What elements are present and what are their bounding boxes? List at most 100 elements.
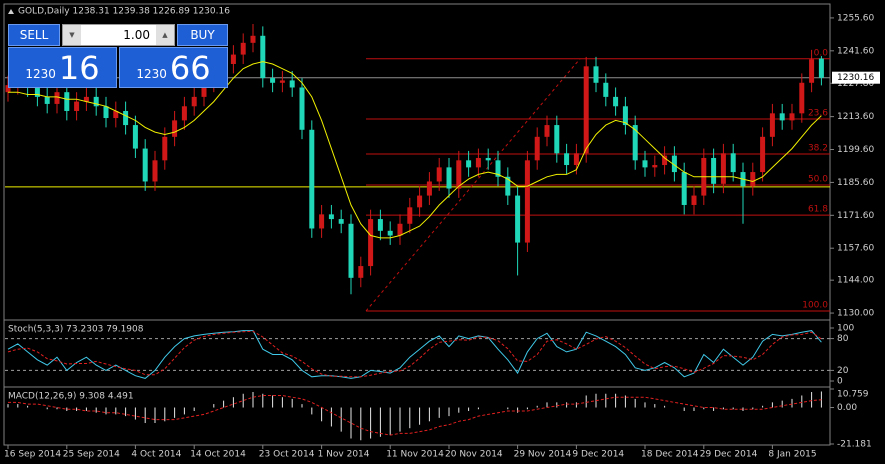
- fibo-label: 50.0: [808, 174, 828, 184]
- candle-body: [564, 153, 570, 166]
- y-tick-label: 1171.60: [837, 211, 874, 221]
- ask-pips: 66: [169, 48, 211, 87]
- candle-body: [495, 160, 501, 177]
- candle-body: [554, 125, 560, 154]
- candle-body: [54, 92, 60, 104]
- candle-body: [181, 106, 187, 121]
- candle-body: [368, 219, 374, 267]
- candle-body: [534, 136, 540, 161]
- candle-body: [799, 82, 805, 114]
- candle-body: [642, 160, 648, 168]
- fibo-label: 61.8: [808, 205, 828, 215]
- candle-body: [93, 96, 99, 107]
- candle-body: [358, 266, 364, 278]
- candle-body: [603, 82, 609, 97]
- candle-body: [583, 66, 589, 154]
- candle-body: [622, 106, 628, 126]
- fibo-label: 38.2: [808, 143, 828, 153]
- y-tick-label: 1157.60: [837, 244, 874, 254]
- y-tick-label: 1241.60: [837, 46, 874, 56]
- price-tag-label: 1230.16: [837, 73, 874, 83]
- x-tick-label: 25 Sep 2014: [63, 450, 120, 460]
- candle-body: [132, 125, 138, 149]
- candle-body: [44, 96, 50, 104]
- candle-body: [593, 66, 599, 83]
- candle-body: [505, 176, 511, 196]
- candle-body: [475, 157, 481, 168]
- moving-average: [8, 61, 822, 239]
- x-tick-label: 23 Oct 2014: [259, 450, 315, 460]
- candle-body: [456, 160, 462, 189]
- ask-handle: 1230: [136, 66, 167, 81]
- candle-body: [279, 80, 285, 83]
- candle-body: [407, 207, 413, 224]
- candle-body: [544, 125, 550, 137]
- buy-button[interactable]: BUY: [177, 24, 228, 46]
- candle-body: [711, 157, 717, 184]
- y-tick-label: 1130.00: [837, 309, 874, 319]
- stoch-title: Stoch(5,3,3) 73.2303 79.1908: [8, 325, 144, 335]
- x-tick-label: 16 Sep 2014: [4, 450, 61, 460]
- candle-body: [319, 214, 325, 229]
- candle-body: [485, 157, 491, 161]
- fibo-label: 0.0: [814, 48, 829, 58]
- candle-body: [789, 113, 795, 121]
- candle-body: [769, 113, 775, 137]
- candle-body: [289, 80, 295, 88]
- candle-body: [309, 129, 315, 229]
- candle-body: [387, 230, 393, 236]
- candle-body: [426, 181, 432, 196]
- lot-input[interactable]: 1.00: [62, 24, 175, 46]
- candle-body: [83, 96, 89, 102]
- candle-body: [123, 110, 129, 126]
- y-tick-label: 0: [837, 377, 843, 387]
- candle-body: [162, 136, 168, 161]
- candle-body: [260, 35, 266, 79]
- candle-body: [573, 153, 579, 166]
- candle-body: [691, 195, 697, 205]
- y-tick-label: 1185.60: [837, 178, 874, 188]
- fibo-label: 23.6: [808, 108, 828, 118]
- x-tick-label: 29 Nov 2014: [514, 450, 572, 460]
- ask-price[interactable]: 1230 66: [119, 47, 228, 88]
- fibo-label: 100.0: [802, 300, 828, 310]
- candle-body: [74, 101, 80, 111]
- stoch-line: [7, 330, 822, 378]
- candle-body: [671, 155, 677, 173]
- y-tick-label: -21.181: [837, 440, 872, 450]
- x-tick-label: 20 Nov 2014: [445, 450, 503, 460]
- x-tick-label: 8 Jan 2015: [768, 450, 816, 460]
- candle-body: [730, 153, 736, 173]
- y-tick-label: 80: [837, 334, 849, 344]
- x-tick-label: 9 Dec 2014: [572, 450, 624, 460]
- x-tick-label: 18 Dec 2014: [641, 450, 699, 460]
- y-tick-label: 1199.60: [837, 145, 874, 155]
- candle-body: [652, 165, 658, 168]
- candle-body: [142, 148, 148, 182]
- candle-body: [250, 35, 256, 43]
- x-tick-label: 4 Oct 2014: [131, 450, 181, 460]
- lot-down[interactable]: ▼: [63, 25, 81, 45]
- candle-body: [524, 160, 530, 243]
- y-tick-label: 100: [837, 323, 854, 333]
- lot-up[interactable]: ▲: [156, 25, 174, 45]
- candle-body: [818, 58, 824, 78]
- x-tick-label: 11 Nov 2014: [386, 450, 444, 460]
- candle-body: [230, 54, 236, 64]
- y-tick-label: 1227.80: [837, 79, 874, 89]
- frame: [3, 3, 831, 446]
- candle-body: [662, 155, 668, 166]
- candle-body: [299, 87, 305, 130]
- x-tick-label: 1 Nov 2014: [318, 450, 370, 460]
- y-tick-label: 1213.60: [837, 112, 874, 122]
- candle-body: [632, 125, 638, 161]
- sell-button[interactable]: SELL: [8, 24, 60, 46]
- y-tick-label: 20: [837, 366, 849, 376]
- y-tick-label: 10.759: [837, 390, 869, 400]
- x-tick-label: 29 Dec 2014: [700, 450, 758, 460]
- bid-price[interactable]: 1230 16: [8, 47, 117, 88]
- collapse-icon: [8, 9, 14, 14]
- candle-body: [113, 110, 119, 119]
